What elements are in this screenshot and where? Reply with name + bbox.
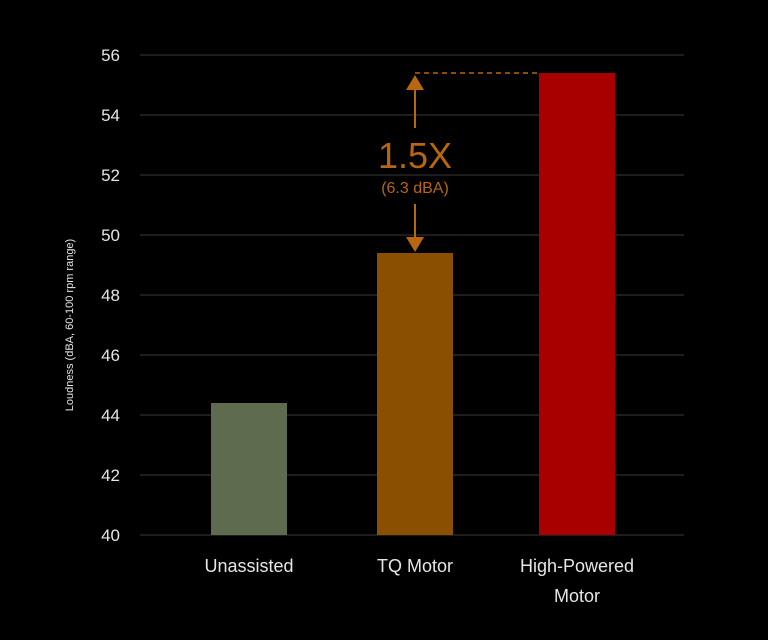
x-tick-label: Unassisted: [204, 556, 293, 576]
y-tick-label: 48: [101, 286, 120, 305]
y-tick-label: 56: [101, 46, 120, 65]
annotation-main-text: 1.5X: [378, 135, 452, 176]
annotation: 1.5X (6.3 dBA): [378, 72, 539, 252]
bar: [539, 73, 615, 535]
y-tick-label: 52: [101, 166, 120, 185]
y-tick-label: 42: [101, 466, 120, 485]
y-tick-label: 50: [101, 226, 120, 245]
bars: [211, 73, 615, 535]
y-tick-label: 40: [101, 526, 120, 545]
x-tick-label: Motor: [554, 586, 600, 606]
annotation-sub-text: (6.3 dBA): [381, 180, 449, 197]
y-axis-ticks: 40 42 44 46 48 50 52 54 56: [101, 46, 120, 545]
y-axis-label: Loudness (dBA, 60-100 rpm range): [64, 239, 76, 411]
arrow-up-icon: [406, 75, 424, 90]
x-tick-label: High-Powered: [520, 556, 634, 576]
bar: [377, 253, 453, 535]
y-tick-label: 46: [101, 346, 120, 365]
x-tick-label: TQ Motor: [377, 556, 453, 576]
y-tick-label: 54: [101, 106, 120, 125]
bar: [211, 403, 287, 535]
y-tick-label: 44: [101, 406, 120, 425]
x-axis-labels: Unassisted TQ Motor High-Powered Motor: [204, 556, 634, 606]
arrow-down-icon: [406, 237, 424, 252]
